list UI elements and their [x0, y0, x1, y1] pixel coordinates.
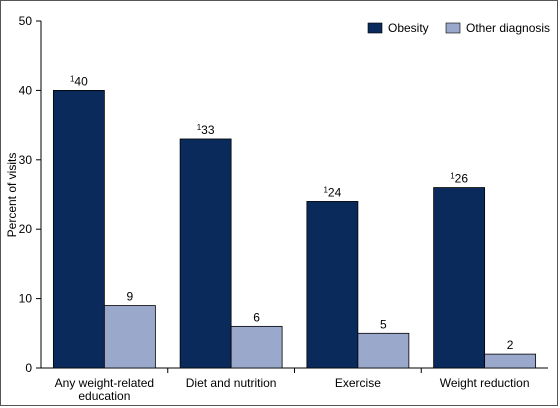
footnote-marker: 1	[450, 172, 455, 181]
legend-label: Other diagnosis	[466, 21, 550, 35]
bar-obesity	[52, 90, 105, 369]
legend-swatch	[367, 22, 383, 34]
legend-label: Obesity	[388, 21, 429, 35]
data-label-value: 40	[74, 74, 88, 88]
x-tick-label-line: Weight reduction	[440, 376, 530, 390]
footnote-marker: 1	[323, 185, 328, 194]
y-tick-label: 30	[19, 153, 33, 167]
legend-swatch	[445, 22, 461, 34]
bar-other-diagnosis	[484, 353, 537, 369]
data-label-value: 24	[328, 185, 342, 199]
data-label: 140	[70, 74, 88, 88]
x-tick-label: Any weight-related education	[55, 376, 154, 403]
y-tick-label: 10	[19, 292, 33, 306]
x-tick-label-line: Any weight-related	[55, 376, 154, 390]
data-label: 124	[323, 185, 341, 199]
x-tick-label: Diet and nutrition	[186, 376, 277, 390]
bar-other-diagnosis	[103, 305, 156, 369]
data-label-value: 9	[127, 290, 134, 304]
data-label: 126	[450, 172, 468, 186]
data-label-value: 6	[253, 310, 260, 324]
bar-other-diagnosis	[230, 325, 283, 369]
bar-obesity	[433, 187, 486, 369]
data-label-value: 2	[507, 338, 514, 352]
y-axis-title: Percent of visits	[5, 153, 19, 238]
x-tick-label-line: education	[78, 389, 130, 403]
y-tick-label: 50	[19, 14, 33, 28]
data-label: 5	[380, 317, 387, 331]
legend: Obesity Other diagnosis	[367, 21, 550, 35]
y-tick-label: 0	[25, 361, 32, 375]
y-tick-label: 20	[19, 222, 33, 236]
data-label: 133	[197, 123, 215, 137]
data-label-value: 33	[201, 123, 215, 137]
data-label-value: 26	[455, 172, 469, 186]
data-label-value: 5	[380, 317, 387, 331]
y-axis: 0 10 20 30 40 50	[19, 14, 42, 375]
x-tick-label-line: Exercise	[335, 376, 381, 390]
x-tick-label-line: Diet and nutrition	[186, 376, 277, 390]
data-label: 9	[127, 290, 134, 304]
footnote-marker: 1	[70, 74, 75, 83]
bars	[52, 90, 537, 369]
bar-other-diagnosis	[357, 332, 410, 369]
bar-obesity	[306, 201, 359, 369]
x-tick-label: Exercise	[335, 376, 381, 390]
data-label: 6	[253, 310, 260, 324]
x-axis: Any weight-related education Diet and nutr…	[41, 367, 548, 403]
data-label: 2	[507, 338, 514, 352]
x-tick-label: Weight reduction	[440, 376, 530, 390]
y-tick-label: 40	[19, 83, 33, 97]
footnote-marker: 1	[197, 123, 202, 132]
bar-obesity	[179, 138, 232, 369]
